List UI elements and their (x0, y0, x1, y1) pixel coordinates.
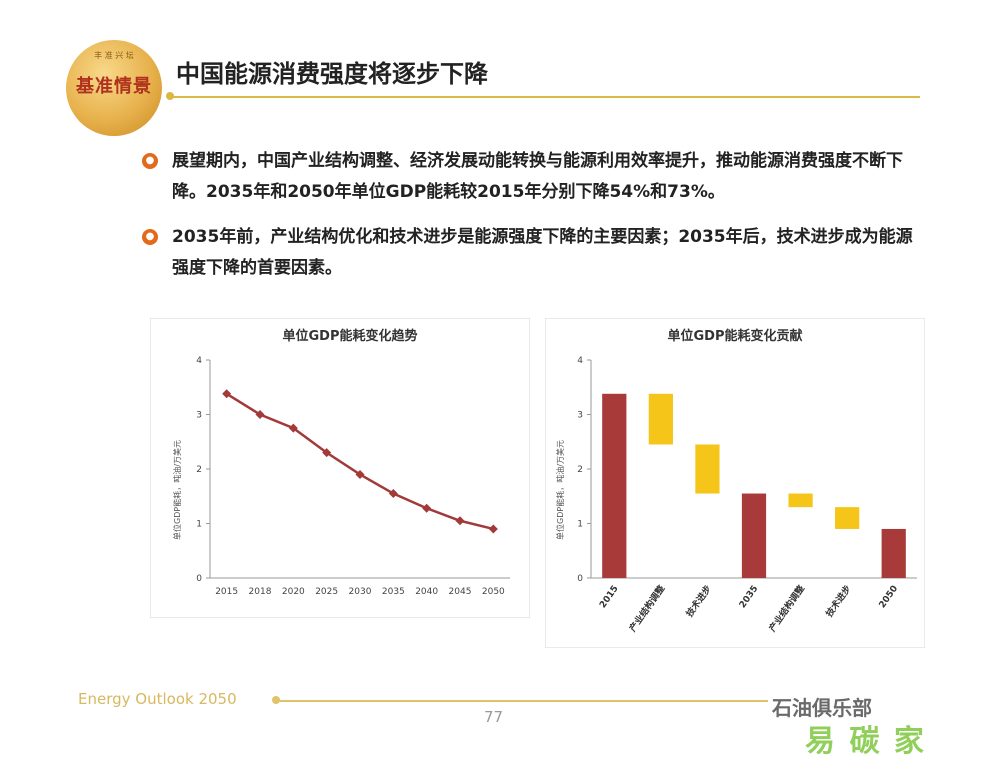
y-tick-label: 4 (196, 356, 202, 366)
x-tick-label: 2035 (382, 587, 405, 597)
total-bar (741, 493, 767, 578)
waterfall-chart-title: 单位GDP能耗变化贡献 (668, 328, 803, 344)
y-tick-label: 0 (196, 574, 202, 584)
change-bar (788, 493, 813, 508)
data-point (355, 469, 365, 479)
line-chart-ylabel: 单位GDP能耗，吨油/万美元 (172, 440, 182, 540)
page-number: 77 (484, 708, 504, 726)
x-tick-label: 2045 (449, 587, 472, 597)
line-chart-title: 单位GDP能耗变化趋势 (283, 328, 418, 344)
badge-label: 基准情景 (76, 76, 152, 97)
page-title: 中国能源消费强度将逐步下降 (176, 60, 488, 88)
change-bar (695, 444, 720, 494)
flame-bullet-icon: ● (142, 229, 158, 245)
waterfall-chart-marks (602, 393, 906, 578)
change-bar (835, 507, 860, 529)
x-tick-label: 2020 (282, 587, 305, 597)
bullet-2: ● 2035年前，产业结构优化和技术进步是能源强度下降的主要因素；2035年后，… (142, 222, 923, 284)
line-chart-frame (150, 318, 530, 618)
footer-rule (276, 700, 768, 702)
title-rule (168, 96, 920, 98)
footer-report-name: Energy Outlook 2050 (78, 690, 237, 708)
x-tick-label: 2015 (215, 587, 238, 597)
scenario-badge: 丰 准 兴 坛 基准情景 (66, 40, 162, 136)
line-chart: 单位GDP能耗变化趋势 单位GDP能耗，吨油/万美元 0 1 2 3 4 2015 2018… (150, 318, 530, 618)
y-tick-label: 1 (577, 520, 583, 530)
total-bar (602, 393, 627, 578)
data-point (422, 503, 432, 513)
y-tick-label: 3 (196, 411, 202, 421)
flame-bullet-icon: ● (142, 153, 158, 169)
y-tick-label: 3 (577, 411, 583, 421)
y-tick-label: 1 (196, 520, 202, 530)
y-tick-label: 2 (196, 465, 202, 475)
bullet-2-text: 2035年前，产业结构优化和技术进步是能源强度下降的主要因素；2035年后，技术… (172, 227, 913, 278)
watermark-brand: 易 碳 家 (805, 724, 926, 759)
x-tick-label: 2050 (482, 587, 505, 597)
change-bar (648, 393, 673, 445)
bullet-1-text: 展望期内，中国产业结构调整、经济发展动能转换与能源利用效率提升，推动能源消费强度… (172, 151, 903, 202)
y-tick-label: 2 (577, 465, 583, 475)
data-point (488, 524, 498, 534)
x-tick-label: 2040 (415, 587, 438, 597)
bullet-1: ● 展望期内，中国产业结构调整、经济发展动能转换与能源利用效率提升，推动能源消费… (142, 146, 923, 208)
data-point (388, 489, 398, 499)
data-point (322, 448, 332, 458)
data-point (255, 410, 265, 419)
waterfall-chart-ylabel: 单位GDP能耗，吨油/万美元 (555, 440, 565, 540)
data-point (455, 516, 465, 526)
data-point (222, 389, 232, 399)
x-tick-label: 2025 (315, 587, 338, 597)
total-bar (881, 528, 906, 578)
x-tick-label: 2030 (349, 587, 372, 597)
y-tick-label: 4 (577, 356, 583, 366)
y-tick-label: 0 (577, 574, 583, 584)
x-tick-label: 2018 (249, 587, 272, 597)
line-chart-axes: 0 1 2 3 4 2015 2018 2020 2025 2030 2035 2040 2045 205… (196, 356, 510, 597)
line-chart-marks (222, 389, 498, 534)
badge-small-text: 丰 准 兴 坛 (94, 51, 134, 60)
watermark-club: 石油俱乐部 (772, 696, 872, 720)
data-point (288, 423, 298, 433)
